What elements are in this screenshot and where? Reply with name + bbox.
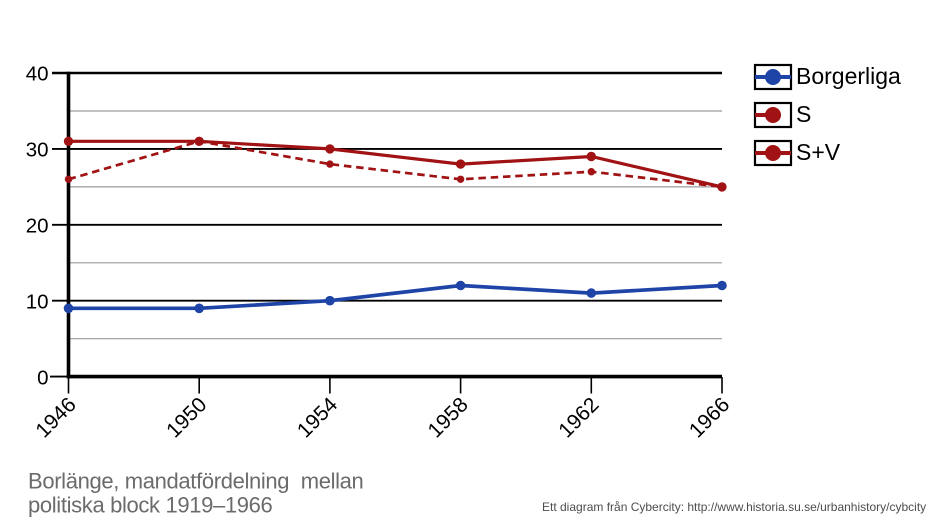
svg-text:40: 40 bbox=[26, 63, 49, 86]
svg-text:30: 30 bbox=[26, 139, 49, 162]
svg-text:20: 20 bbox=[26, 215, 49, 238]
svg-text:Borlänge, mandatfördelning me: Borlänge, mandatfördelning mellan bbox=[28, 468, 363, 493]
svg-text:politiska block 1919–1966: politiska block 1919–1966 bbox=[28, 493, 273, 518]
svg-text:Borgerliga: Borgerliga bbox=[796, 63, 901, 89]
svg-text:S+V: S+V bbox=[796, 139, 841, 165]
svg-text:0: 0 bbox=[37, 366, 48, 389]
svg-text:10: 10 bbox=[26, 290, 49, 313]
svg-text:S: S bbox=[796, 101, 811, 127]
svg-text:Ett diagram från Cybercity: ht: Ett diagram från Cybercity: http://www.h… bbox=[542, 500, 926, 514]
